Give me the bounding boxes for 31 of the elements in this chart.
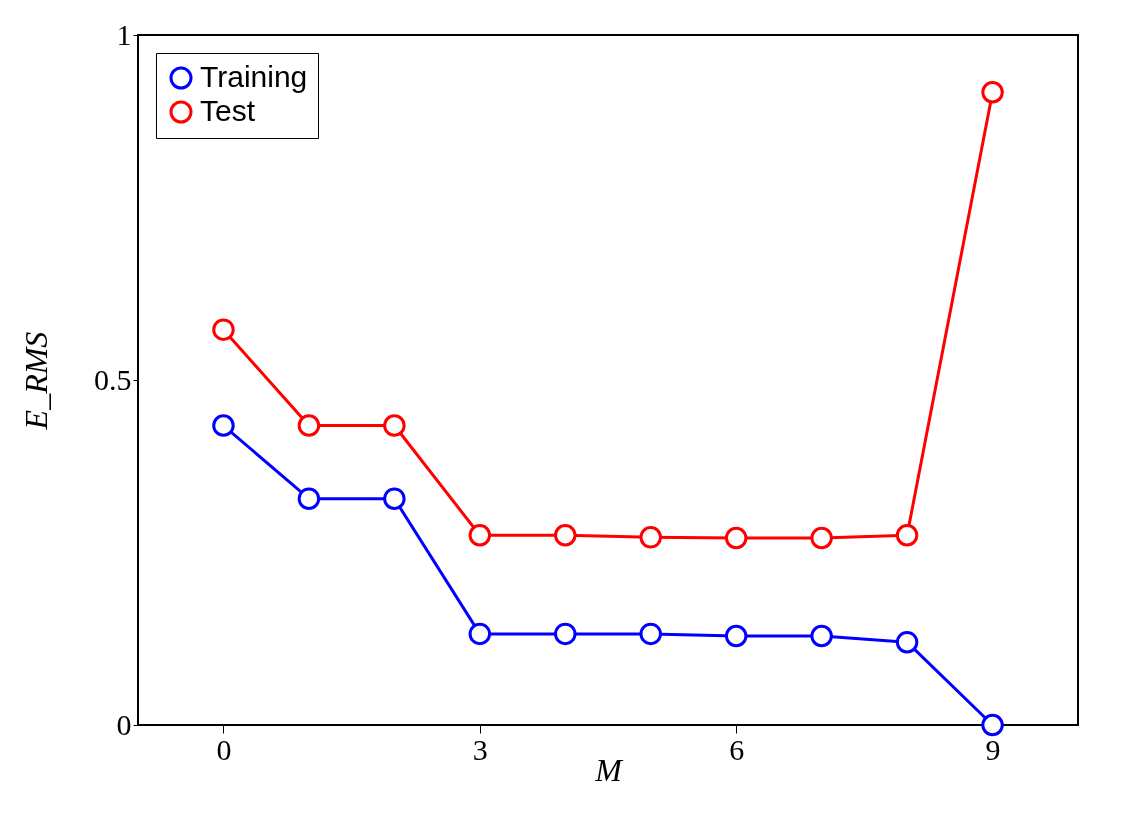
point [468,622,492,646]
point [724,526,748,550]
point [639,526,662,549]
point [895,630,919,654]
point [810,624,833,648]
point [981,81,1004,104]
x-tick-label: 9 [985,732,1001,766]
x-tick-label: 3 [472,732,488,766]
point [724,624,748,648]
point [383,487,406,510]
x-tick-label: 0 [216,732,232,766]
point [383,414,406,437]
x-axis-title: M [594,751,625,788]
x-tick-label: 6 [729,732,745,766]
point [297,487,321,510]
point [895,524,919,547]
y-tick-label: 0.5 [94,362,132,396]
point [639,622,662,646]
y-tick-label: 1 [116,17,132,51]
legend-label: Test [200,94,256,127]
point [297,414,321,437]
y-axis-title: E_RMS [18,331,54,431]
y-tick-label: 0 [116,707,132,741]
point [212,414,235,437]
legend-label: Training [200,60,308,93]
point [554,622,577,646]
point [468,524,492,547]
point [981,713,1004,737]
point [212,318,235,341]
point [810,526,833,550]
point [554,524,577,547]
